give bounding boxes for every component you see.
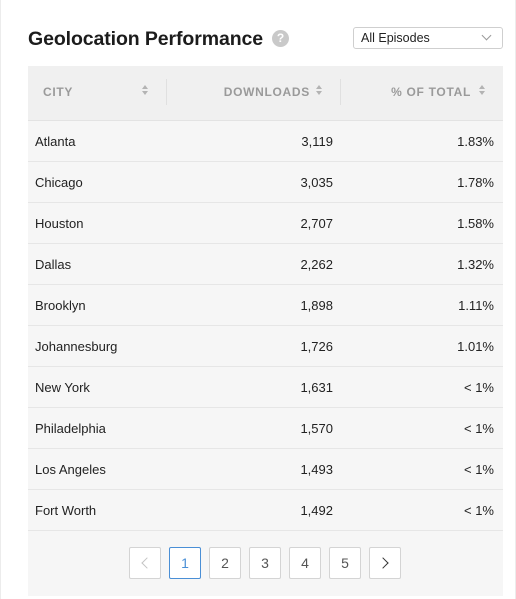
city-cell: Los Angeles xyxy=(35,462,106,477)
percent-cell: 1.83% xyxy=(457,134,494,149)
sort-icon[interactable] xyxy=(141,84,149,98)
chevron-left-icon xyxy=(141,557,153,569)
card-header: Geolocation Performance ? All Episodes xyxy=(28,26,503,52)
column-header-city[interactable]: CITY xyxy=(28,66,166,121)
percent-cell: < 1% xyxy=(464,421,494,436)
column-header-downloads[interactable]: DOWNLOADS xyxy=(167,66,340,121)
table-row: Los Angeles 1,493 < 1% xyxy=(28,449,503,490)
percent-cell: 1.58% xyxy=(457,216,494,231)
city-cell: Dallas xyxy=(35,257,72,272)
downloads-cell: 3,035 xyxy=(300,175,333,190)
percent-cell: < 1% xyxy=(464,380,494,395)
table-row: Atlanta 3,119 1.83% xyxy=(28,121,503,162)
page-button-3[interactable]: 3 xyxy=(249,547,281,579)
table-row: Philadelphia 1,570 < 1% xyxy=(28,408,503,449)
table-row: Brooklyn 1,898 1.11% xyxy=(28,285,503,326)
percent-cell: 1.01% xyxy=(457,339,494,354)
column-divider xyxy=(166,79,167,105)
downloads-cell: 3,119 xyxy=(301,134,333,149)
city-cell: Houston xyxy=(35,216,84,231)
page-button-5[interactable]: 5 xyxy=(329,547,361,579)
city-cell: Fort Worth xyxy=(35,503,97,518)
page-button-1[interactable]: 1 xyxy=(169,547,201,579)
downloads-cell: 1,726 xyxy=(300,339,333,354)
sort-icon[interactable] xyxy=(478,84,486,98)
downloads-cell: 1,570 xyxy=(300,421,333,436)
next-page-button[interactable] xyxy=(369,547,401,579)
city-cell: Philadelphia xyxy=(35,421,106,436)
table-row: Houston 2,707 1.58% xyxy=(28,203,503,244)
percent-cell: < 1% xyxy=(464,503,494,518)
city-cell: Johannesburg xyxy=(35,339,118,354)
column-header-percent[interactable]: % OF TOTAL xyxy=(341,66,503,121)
table-row: New York 1,631 < 1% xyxy=(28,367,503,408)
chevron-right-icon xyxy=(377,557,389,569)
table-row: Fort Worth 1,492 < 1% xyxy=(28,490,503,531)
chevron-down-icon xyxy=(481,30,492,41)
downloads-cell: 2,262 xyxy=(300,257,333,272)
table-body: Atlanta 3,119 1.83% Chicago 3,035 1.78% … xyxy=(28,121,503,531)
city-cell: Brooklyn xyxy=(35,298,86,313)
percent-cell: 1.32% xyxy=(457,257,494,272)
pagination: 1 2 3 4 5 xyxy=(28,547,503,579)
table-row: Dallas 2,262 1.32% xyxy=(28,244,503,285)
table-row: Chicago 3,035 1.78% xyxy=(28,162,503,203)
downloads-cell: 1,631 xyxy=(300,380,333,395)
table-header: CITY DOWNLOADS % OF TOTAL xyxy=(28,66,503,121)
city-cell: New York xyxy=(35,380,90,395)
geolocation-table: CITY DOWNLOADS % OF TOTAL Atlanta 3,119 … xyxy=(28,66,503,596)
page-button-4[interactable]: 4 xyxy=(289,547,321,579)
city-cell: Chicago xyxy=(35,175,83,190)
sort-icon[interactable] xyxy=(315,84,323,98)
percent-cell: < 1% xyxy=(464,462,494,477)
downloads-cell: 1,493 xyxy=(300,462,333,477)
downloads-cell: 1,898 xyxy=(300,298,333,313)
city-cell: Atlanta xyxy=(35,134,76,149)
episode-filter-value: All Episodes xyxy=(361,31,430,45)
downloads-cell: 1,492 xyxy=(300,503,333,518)
percent-cell: 1.11% xyxy=(458,298,494,313)
prev-page-button[interactable] xyxy=(129,547,161,579)
page-button-2[interactable]: 2 xyxy=(209,547,241,579)
card-title: Geolocation Performance xyxy=(28,28,264,50)
question-circle-icon[interactable]: ? xyxy=(272,30,289,47)
table-row: Johannesburg 1,726 1.01% xyxy=(28,326,503,367)
column-divider xyxy=(340,79,341,105)
percent-cell: 1.78% xyxy=(457,175,494,190)
downloads-cell: 2,707 xyxy=(300,216,333,231)
episode-filter-select[interactable]: All Episodes xyxy=(353,27,503,49)
